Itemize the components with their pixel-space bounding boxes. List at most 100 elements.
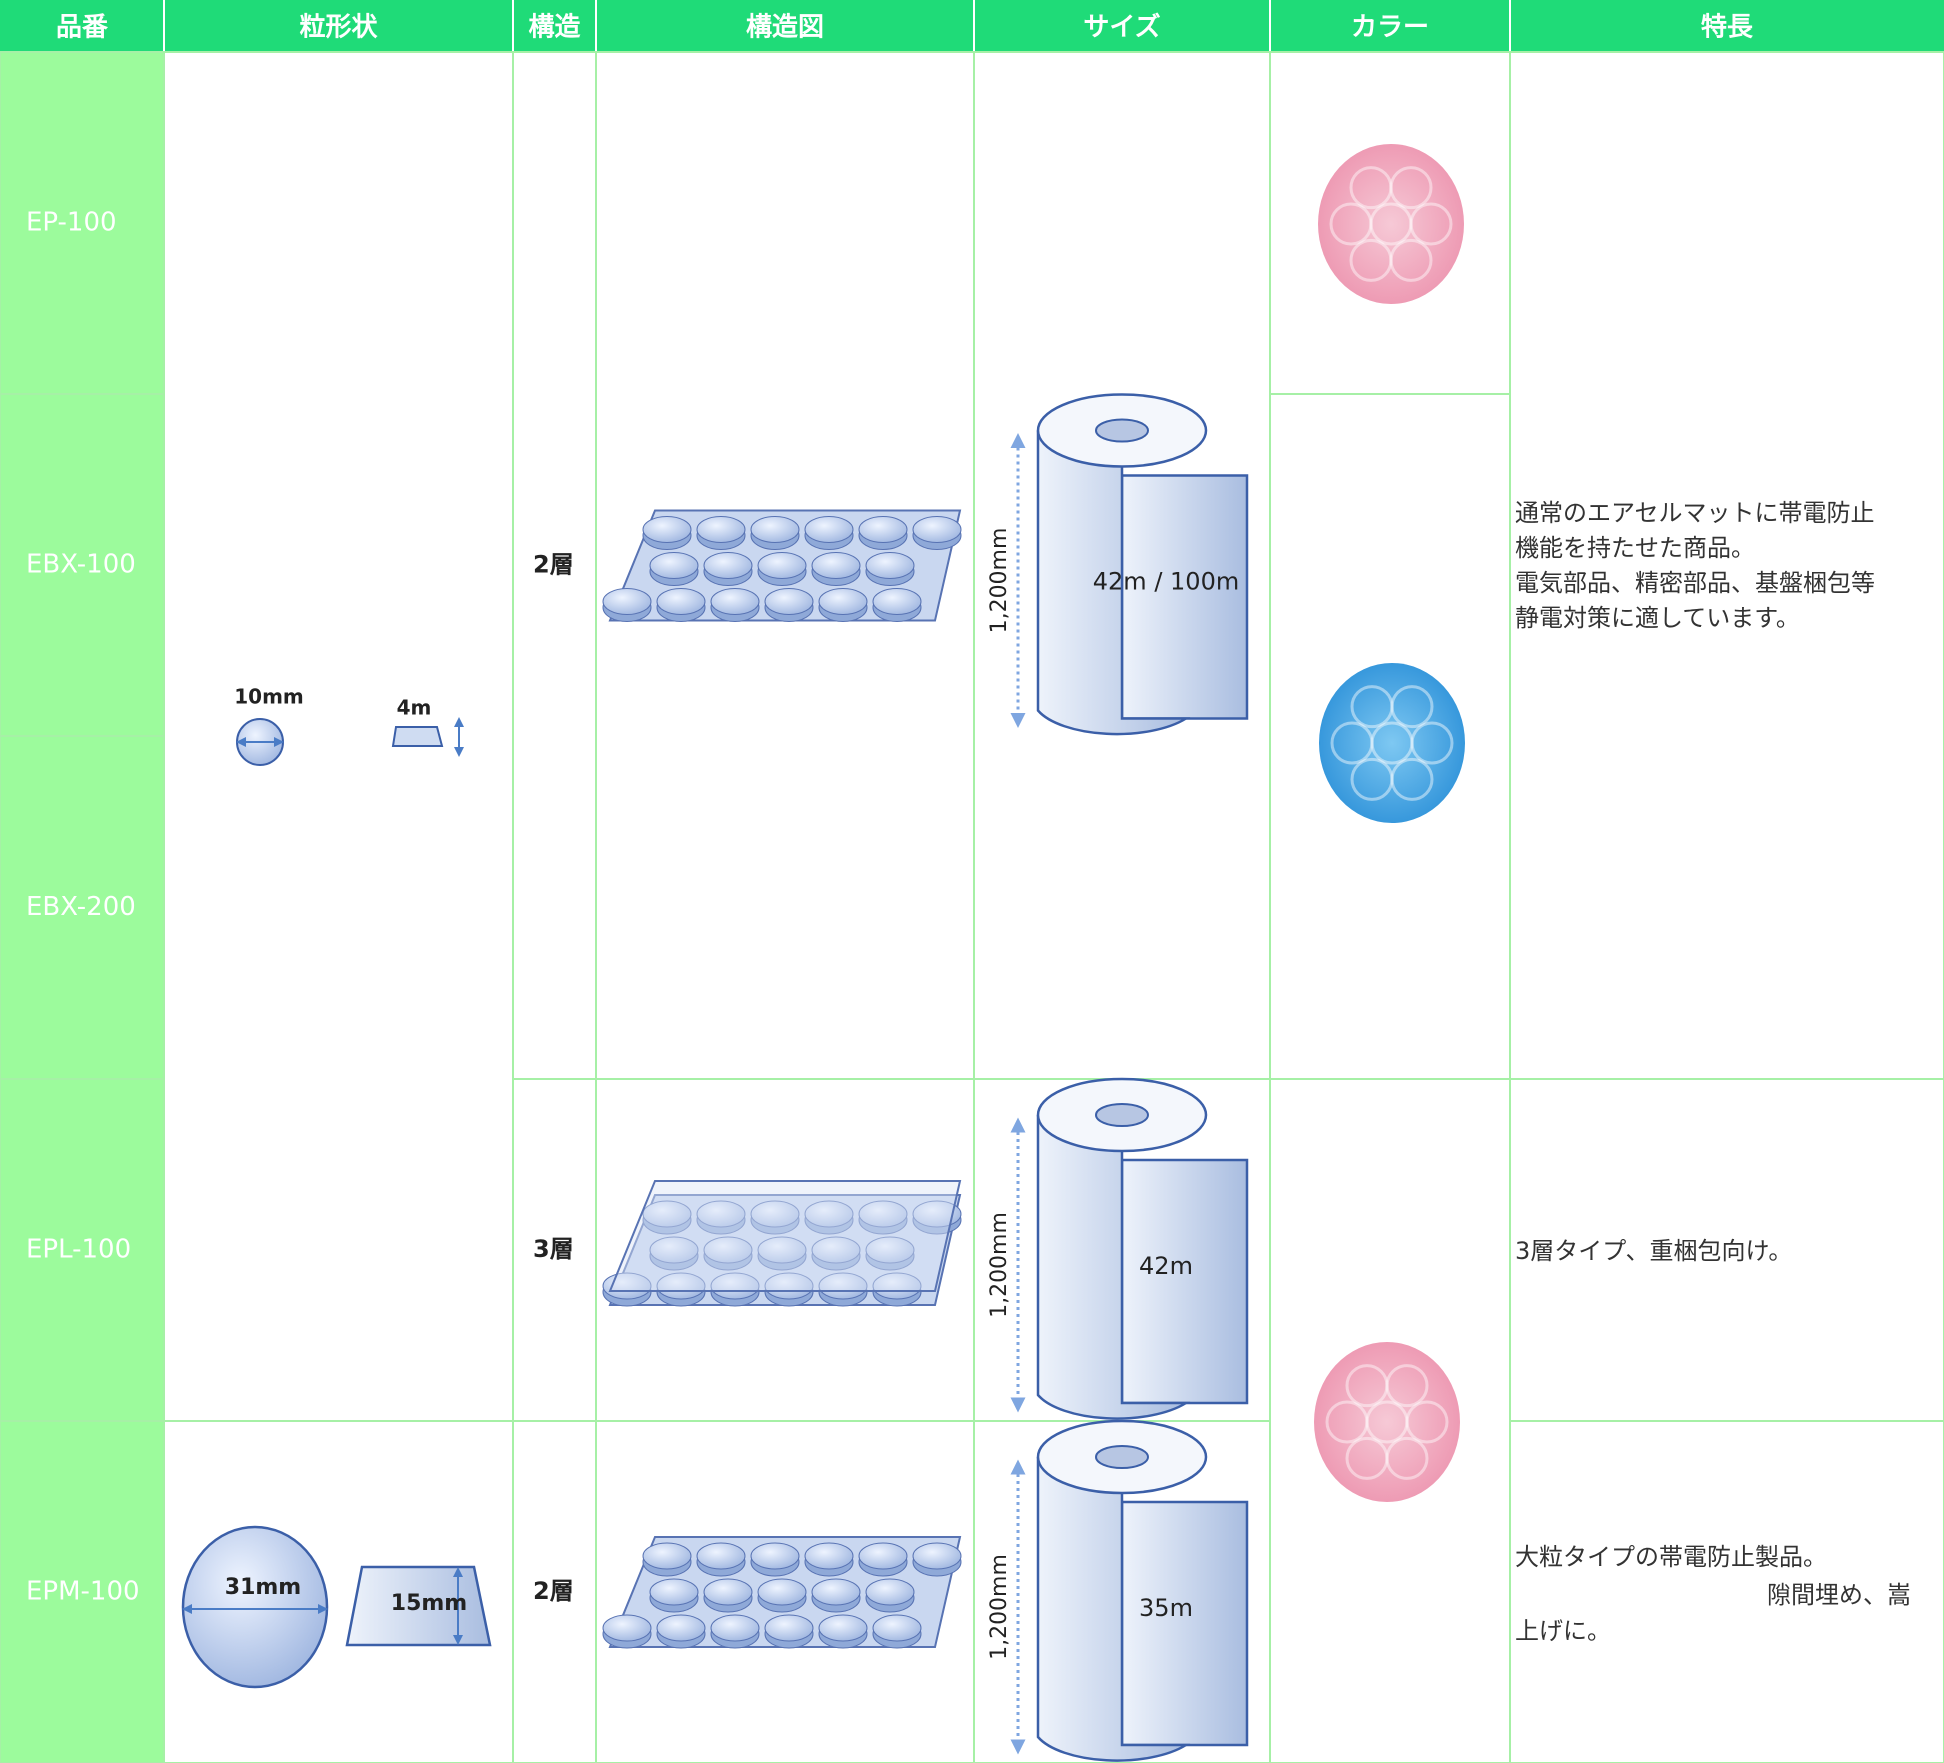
swatch-bubble	[1409, 202, 1453, 246]
color-sample	[1314, 1342, 1460, 1502]
table-cell	[1269, 1078, 1511, 1763]
bubble-top	[696, 1200, 746, 1228]
swatch-bubble	[1350, 685, 1394, 729]
bubble-top	[750, 516, 800, 543]
swatch-bubble	[1329, 202, 1373, 246]
feature-text: 機能を持たせた商品。	[1515, 534, 1755, 562]
swatch-bubble	[1390, 757, 1434, 801]
bubble-top	[642, 516, 692, 543]
feature-text: 静電対策に適しています。	[1515, 604, 1800, 632]
bubble-top	[804, 1200, 854, 1228]
bubble-top	[764, 1272, 814, 1300]
structure-layers: 2層	[533, 551, 574, 579]
product-code: EBX-100	[26, 550, 136, 580]
header-cell: 粒形状	[299, 13, 378, 43]
bubble-top	[602, 1614, 652, 1642]
bubble-top	[811, 1578, 861, 1606]
bubble-top	[858, 516, 908, 543]
table-cell	[0, 735, 165, 1080]
grain-circle	[181, 1525, 329, 1689]
swatch-bubble	[1385, 1436, 1429, 1480]
header-cell: カラー	[1351, 13, 1429, 43]
bubble-top	[656, 1272, 706, 1300]
bubble-top	[696, 1542, 746, 1570]
grain-height: 4m	[397, 696, 432, 720]
bubble-top	[865, 1236, 915, 1264]
product-code: EPM-100	[26, 1577, 140, 1607]
bubble-top	[656, 1614, 706, 1642]
table-cell	[163, 51, 514, 1422]
bubble-top	[757, 552, 807, 579]
table-cell	[1509, 1420, 1944, 1763]
bubble-top	[811, 1236, 861, 1264]
bubble-top	[804, 516, 854, 543]
swatch-bubble	[1389, 166, 1433, 210]
swatch-bubble	[1350, 757, 1394, 801]
bubble-top	[872, 588, 922, 615]
swatch-bubble	[1390, 685, 1434, 729]
bubble-top	[872, 1614, 922, 1642]
bubble-top	[858, 1542, 908, 1570]
bubble-top	[710, 1272, 760, 1300]
swatch-bubble	[1405, 1400, 1449, 1444]
bubble-top	[764, 588, 814, 615]
roll-diagram: 1,200mm 42m / 100m	[987, 393, 1249, 736]
bubble-top	[703, 1236, 753, 1264]
bubble-top	[757, 1236, 807, 1264]
header-bar	[0, 0, 1944, 52]
table-cell	[1509, 51, 1944, 1080]
table-cell	[512, 1420, 597, 1763]
product-code: EP-100	[26, 208, 117, 238]
bubble-top	[811, 552, 861, 579]
swatch-bubble	[1325, 1400, 1369, 1444]
feature-text: 通常のエアセルマットに帯電防止	[1515, 499, 1875, 527]
roll-sheet	[1120, 1500, 1249, 1747]
roll-sheet	[1120, 1158, 1249, 1405]
structure-layers: 3層	[533, 1235, 574, 1263]
bubble-top	[649, 1578, 699, 1606]
swatch-bubble	[1349, 166, 1393, 210]
table-cell	[0, 1420, 165, 1763]
bubble-top	[912, 1542, 962, 1570]
bubble-top	[818, 1614, 868, 1642]
feature-text: 上げに。	[1515, 1617, 1611, 1645]
roll-diagram: 1,200mm 42m	[987, 1077, 1249, 1420]
bubble-top	[912, 1200, 962, 1228]
table-cell	[0, 51, 165, 395]
roll-length: 42m	[1139, 1252, 1193, 1280]
bubble-top	[649, 552, 699, 579]
header-cell: 構造	[528, 13, 580, 43]
roll-sheet	[1120, 474, 1249, 720]
grain-diameter: 31mm	[225, 1575, 301, 1600]
bubble-top	[710, 1614, 760, 1642]
swatch-bubble	[1365, 1400, 1409, 1444]
color-swatch	[1314, 1342, 1460, 1502]
bubble-top	[757, 1578, 807, 1606]
swatch-bubble	[1369, 202, 1413, 246]
table-cell	[512, 1078, 597, 1422]
product-code: EPL-100	[26, 1235, 131, 1265]
bubble-top	[710, 588, 760, 615]
swatch-bubble	[1330, 721, 1374, 765]
swatch-bubble	[1345, 1436, 1389, 1480]
bubble-top	[649, 1236, 699, 1264]
roll-body	[1036, 1457, 1191, 1762]
feature-text: 電気部品、精密部品、基盤梱包等	[1515, 569, 1875, 597]
color-sample	[1318, 144, 1464, 304]
color-swatch	[1318, 144, 1464, 304]
swatch-bubble	[1389, 238, 1433, 282]
bubble-top	[872, 1272, 922, 1300]
table-cell	[512, 51, 597, 1080]
bubble-top	[750, 1542, 800, 1570]
bubble-top	[818, 588, 868, 615]
bubble-top	[602, 588, 652, 615]
bubble-top	[703, 552, 753, 579]
swatch-bubble	[1345, 1364, 1389, 1408]
header-cell: 品番	[56, 13, 109, 43]
swatch-bubble	[1385, 1364, 1429, 1408]
structure-diagram	[602, 1180, 962, 1307]
bubble-top	[642, 1200, 692, 1228]
feature-text: 3層タイプ、重梱包向け。	[1515, 1237, 1792, 1265]
bubble-top	[865, 552, 915, 579]
